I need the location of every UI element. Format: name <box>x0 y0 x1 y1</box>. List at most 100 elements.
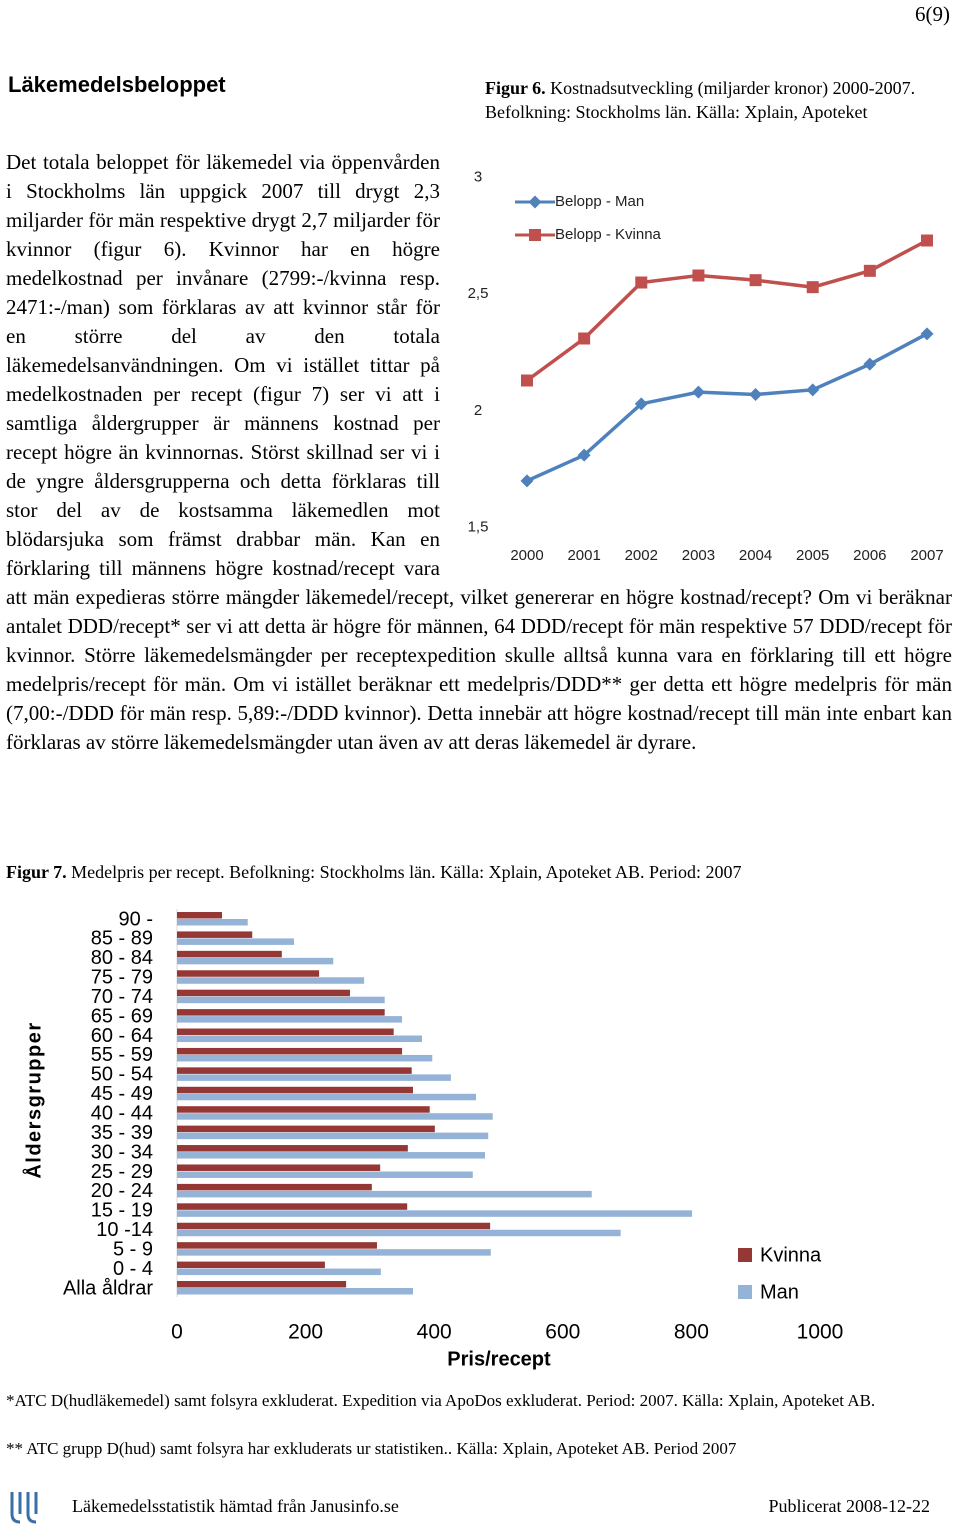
y-tick-label: 75 - 79 <box>91 967 153 989</box>
point <box>863 357 877 371</box>
y-tick-label: 10 -14 <box>96 1219 153 1241</box>
x-tick-label: 0 <box>171 1321 183 1344</box>
x-tick-label: 2004 <box>739 547 772 564</box>
legend-label: Man <box>760 1281 799 1303</box>
bar <box>177 931 253 938</box>
caption-text: Medelpris per recept. Befolkning: Stockh… <box>71 862 742 882</box>
y-tick-label: 20 - 24 <box>91 1180 153 1202</box>
bar <box>177 1229 621 1237</box>
bar <box>177 1242 377 1249</box>
bar <box>177 1210 693 1217</box>
y-tick-label: 70 - 74 <box>91 986 153 1008</box>
x-tick-label: 2002 <box>625 547 658 564</box>
figure-label: Figur 6. <box>485 78 546 98</box>
x-tick-label: 1000 <box>797 1321 844 1344</box>
footnote: ** ATC grupp D(hud) samt folsyra har exk… <box>6 1439 737 1458</box>
figure-caption: Figur 6. Kostnadsutveckling (miljarder k… <box>485 76 945 124</box>
y-tick-label: 30 - 34 <box>91 1141 153 1163</box>
legend-label: Belopp - Man <box>555 193 644 210</box>
logo <box>10 1492 38 1524</box>
y-tick-label: 65 - 69 <box>91 1005 153 1027</box>
point <box>692 269 705 282</box>
x-tick-label: 600 <box>545 1321 580 1344</box>
x-tick-label: 2006 <box>853 547 886 564</box>
point <box>521 374 533 387</box>
point <box>635 276 648 289</box>
bar <box>177 938 295 945</box>
bar <box>177 1268 381 1276</box>
legend-marker <box>529 229 541 241</box>
bar <box>177 977 365 984</box>
bar <box>177 1190 592 1198</box>
y-tick-label: 1,5 <box>468 518 489 535</box>
bar <box>177 1203 408 1210</box>
bar <box>177 1054 433 1062</box>
point <box>921 234 933 247</box>
bar <box>177 912 223 919</box>
y-tick-label: 45 - 49 <box>91 1083 153 1105</box>
bar <box>177 1113 493 1120</box>
y-tick-label: 15 - 19 <box>91 1200 153 1222</box>
bar <box>177 1016 403 1023</box>
bar <box>177 996 385 1004</box>
point <box>634 397 648 411</box>
bar <box>177 1106 430 1113</box>
bar <box>177 1249 491 1256</box>
x-tick-label: 2001 <box>567 547 600 564</box>
bar <box>177 1009 385 1016</box>
x-axis-label: Pris/recept <box>447 1348 551 1370</box>
x-tick-label: 2005 <box>796 547 829 564</box>
bar <box>177 1132 489 1140</box>
x-tick-label: 2007 <box>910 547 943 564</box>
bar <box>177 1067 412 1074</box>
bar <box>177 1261 325 1269</box>
y-tick-label: 3 <box>474 168 482 185</box>
x-tick-label: 200 <box>288 1321 323 1344</box>
bar <box>177 1145 408 1152</box>
figure-label: Figur 7. <box>6 862 67 882</box>
legend-swatch <box>738 1248 752 1262</box>
y-axis-label: Åldersgrupper <box>21 1021 45 1178</box>
bar <box>177 919 248 926</box>
point <box>806 281 819 294</box>
footnote: *ATC D(hudläkemedel) samt folsyra exklud… <box>6 1391 876 1410</box>
x-tick-label: 800 <box>674 1321 709 1344</box>
page-number: 6(9) <box>915 2 950 26</box>
x-tick-label: 2000 <box>510 547 543 564</box>
caption-text: Kostnadsutveckling (miljarder kronor) 20… <box>485 78 916 122</box>
y-tick-label: 2 <box>474 402 482 419</box>
y-tick-label: 2,5 <box>468 285 489 302</box>
body-text-block: Det totala beloppet för läkemedel via öp… <box>6 148 952 757</box>
footer-text: Läkemedelsstatistik hämtad från Janusinf… <box>72 1496 399 1516</box>
section-title: Läkemedelsbeloppet <box>8 72 226 97</box>
y-tick-label: 80 - 84 <box>91 947 153 969</box>
bar <box>177 1074 451 1081</box>
bar <box>177 1093 476 1101</box>
x-tick-label: 2003 <box>682 547 715 564</box>
point <box>920 327 934 341</box>
y-tick-label: 55 - 59 <box>91 1044 153 1066</box>
bar <box>177 950 282 958</box>
y-tick-label: 35 - 39 <box>91 1122 153 1144</box>
point <box>520 474 534 488</box>
point <box>806 383 820 397</box>
bar <box>177 1288 413 1295</box>
point <box>863 264 876 277</box>
bar <box>177 1028 394 1036</box>
bar <box>177 957 334 965</box>
point <box>691 385 705 399</box>
legend-swatch <box>738 1285 752 1299</box>
y-tick-label: 5 - 9 <box>113 1238 153 1260</box>
point <box>577 448 591 462</box>
x-tick-label: 400 <box>417 1321 452 1344</box>
footer-date: Publicerat 2008-12-22 <box>768 1496 930 1516</box>
y-tick-label: 85 - 89 <box>91 928 153 950</box>
point <box>749 274 762 287</box>
y-tick-label: 90 - <box>119 908 153 930</box>
bar <box>177 1035 422 1043</box>
bar <box>177 1164 381 1171</box>
legend-label: Belopp - Kvinna <box>555 226 662 243</box>
y-tick-label: Alla åldrar <box>63 1277 153 1299</box>
